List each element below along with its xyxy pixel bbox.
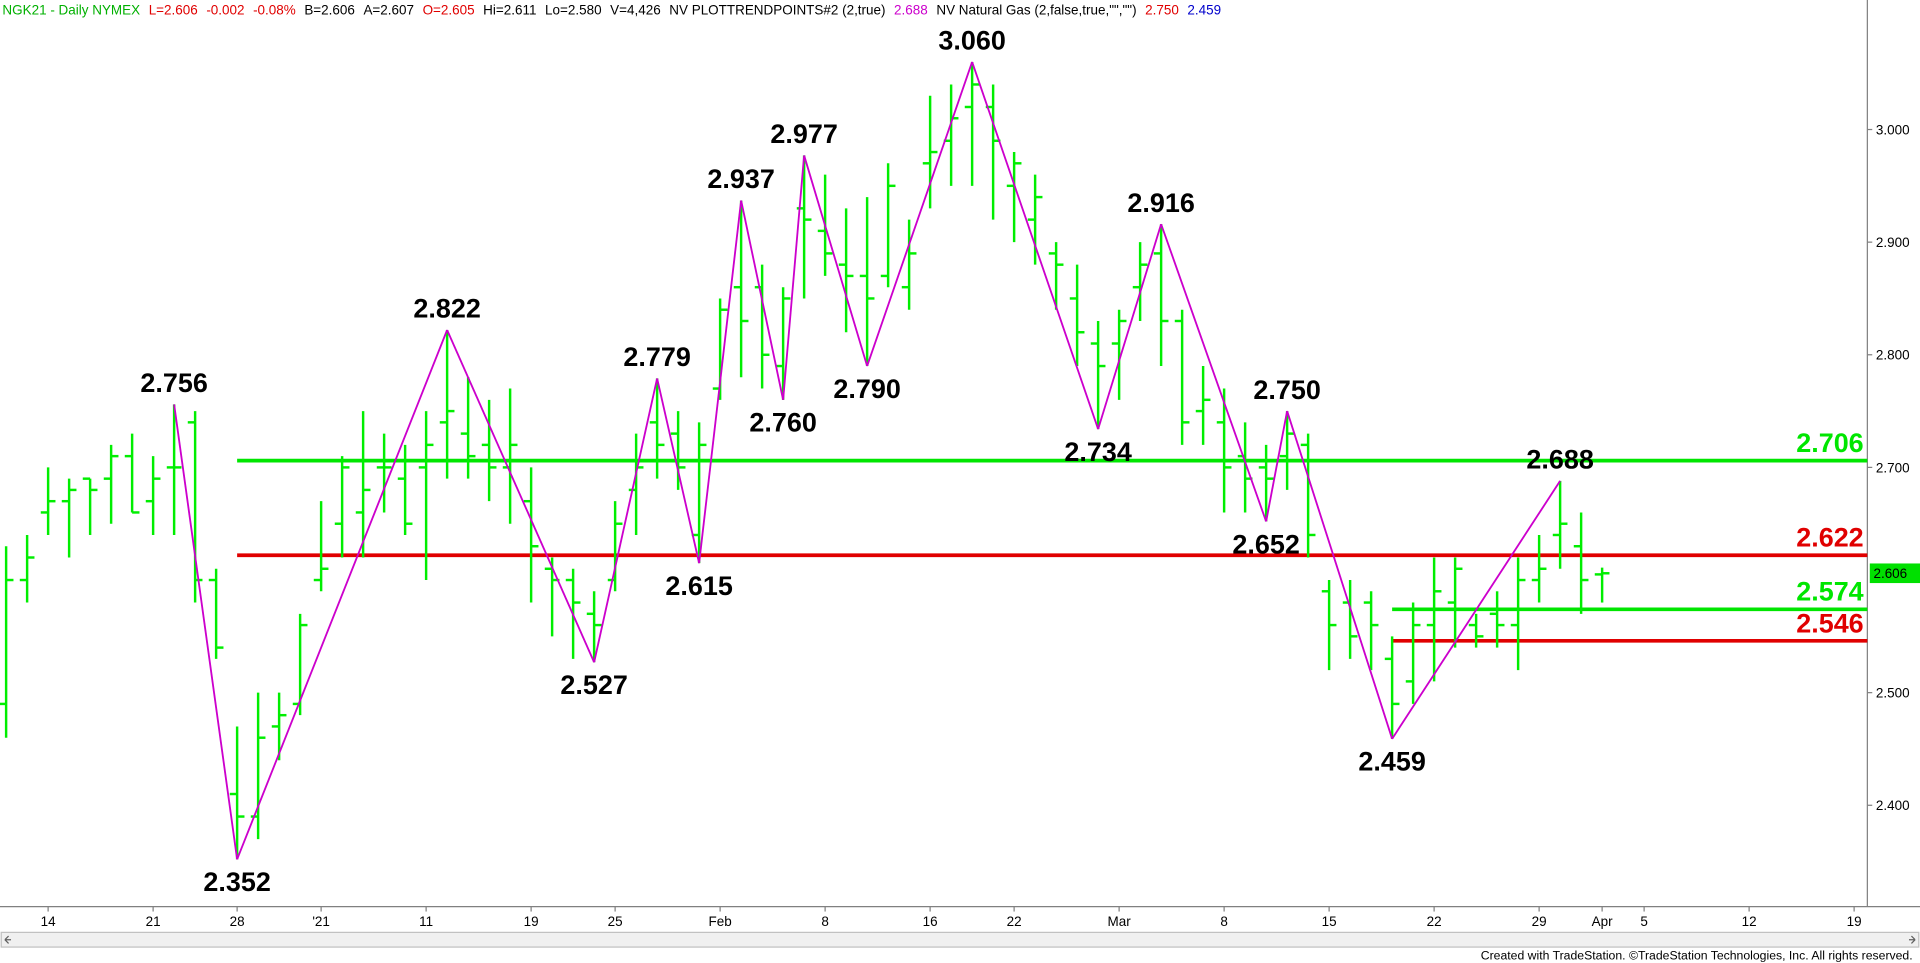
trend-segment xyxy=(782,155,806,400)
pivot-label: 2.760 xyxy=(749,408,816,438)
x-tick-label: 8 xyxy=(821,914,828,929)
header-item: 2.459 xyxy=(1187,3,1221,18)
pivot-label: 2.352 xyxy=(203,867,270,897)
x-tick-label: '21 xyxy=(312,914,330,929)
pivot-label: 2.459 xyxy=(1358,747,1425,777)
trend-segment xyxy=(1286,410,1393,740)
pivot-label: 3.060 xyxy=(938,26,1005,56)
header-item: 2.688 xyxy=(894,3,928,18)
trend-segment xyxy=(1265,410,1289,522)
x-tick-label: 11 xyxy=(419,914,433,929)
trend-segment xyxy=(593,378,659,663)
x-tick-label: Apr xyxy=(1592,914,1613,929)
header-item: V=4,426 xyxy=(610,3,661,18)
pivot-label: 2.750 xyxy=(1253,375,1320,405)
header-item: Lo=2.580 xyxy=(545,3,602,18)
trend-segment xyxy=(1160,223,1267,522)
x-tick-label: Mar xyxy=(1108,914,1132,929)
y-tick-label: 2.900 xyxy=(1876,235,1910,250)
pivot-label: 2.822 xyxy=(413,294,480,324)
x-tick-label: 5 xyxy=(1640,914,1647,929)
scroll-right[interactable] xyxy=(1908,935,1916,944)
last-price-tag xyxy=(1869,563,1920,584)
pivot-label: 2.734 xyxy=(1064,437,1131,467)
level-label: 2.622 xyxy=(1796,523,1863,553)
x-tick-label: 22 xyxy=(1007,914,1022,929)
pivot-label: 2.790 xyxy=(833,374,900,404)
header-item: NV PLOTTRENDPOINTS#2 (2,true) xyxy=(669,3,885,18)
pivot-label: 2.937 xyxy=(707,164,774,194)
header: NGK21 - Daily NYMEX L=2.606 -0.002 -0.08% B=… xyxy=(2,3,1221,18)
trend-segment xyxy=(803,155,869,367)
x-tick-label: 25 xyxy=(608,914,623,929)
header-item: B=2.606 xyxy=(304,3,355,18)
pivot-label: 2.977 xyxy=(770,119,837,149)
x-tick-label: 16 xyxy=(923,914,938,929)
trend-segment xyxy=(866,61,973,367)
trend-segment xyxy=(656,378,701,564)
level-label: 2.706 xyxy=(1796,428,1863,458)
y-tick-label: 3.000 xyxy=(1876,122,1910,137)
x-tick-label: 15 xyxy=(1322,914,1337,929)
x-tick-label: 19 xyxy=(1847,914,1862,929)
pivot-label: 2.779 xyxy=(623,342,690,372)
header-item: -0.002 xyxy=(206,3,244,18)
header-item: O=2.605 xyxy=(423,3,475,18)
level-label: 2.546 xyxy=(1796,608,1863,638)
level-label: 2.574 xyxy=(1796,577,1863,607)
pivot-label: 2.652 xyxy=(1232,529,1299,559)
trend-segment xyxy=(698,200,743,564)
x-tick-label: 8 xyxy=(1220,914,1227,929)
trend-segment xyxy=(236,329,448,860)
pivot-label: 2.527 xyxy=(560,670,627,700)
header-item: A=2.607 xyxy=(363,3,414,18)
y-tick-label: 2.500 xyxy=(1876,686,1910,701)
scrollbar[interactable] xyxy=(0,931,1920,948)
footer: Created with TradeStation. ©TradeStation… xyxy=(1481,948,1913,962)
trend-segment xyxy=(173,404,239,860)
x-tick-label: 14 xyxy=(41,914,56,929)
trend-segment xyxy=(971,61,1099,430)
y-tick-label: 2.700 xyxy=(1876,460,1910,475)
header-item: Hi=2.611 xyxy=(483,3,536,18)
pivot-label: 2.615 xyxy=(665,571,732,601)
x-tick-label: 12 xyxy=(1742,914,1757,929)
trend-segment xyxy=(1391,480,1561,740)
pivot-label: 2.916 xyxy=(1127,188,1194,218)
trend-segment xyxy=(740,200,785,401)
x-tick-label: 22 xyxy=(1427,914,1442,929)
x-tick-label: 28 xyxy=(230,914,245,929)
x-tick-label: Feb xyxy=(709,914,732,929)
y-tick-label: 2.400 xyxy=(1876,798,1910,813)
x-tick-label: 21 xyxy=(146,914,161,929)
header-item: NGK21 - Daily NYMEX xyxy=(2,3,140,18)
pivot-label: 2.756 xyxy=(140,368,207,398)
trend-segment xyxy=(446,329,595,663)
header-item: -0.08% xyxy=(253,3,296,18)
header-item: NV Natural Gas (2,false,true,"","") xyxy=(936,3,1136,18)
y-tick-label: 2.800 xyxy=(1876,348,1910,363)
x-tick-label: 19 xyxy=(524,914,539,929)
header-item: L=2.606 xyxy=(149,3,198,18)
last-price-label: 2.606 xyxy=(1873,566,1907,581)
scroll-left[interactable] xyxy=(4,935,12,944)
x-tick-label: 29 xyxy=(1532,914,1547,929)
pivot-label: 2.688 xyxy=(1526,445,1593,475)
trend-segment xyxy=(1097,223,1163,430)
header-item: 2.750 xyxy=(1145,3,1179,18)
